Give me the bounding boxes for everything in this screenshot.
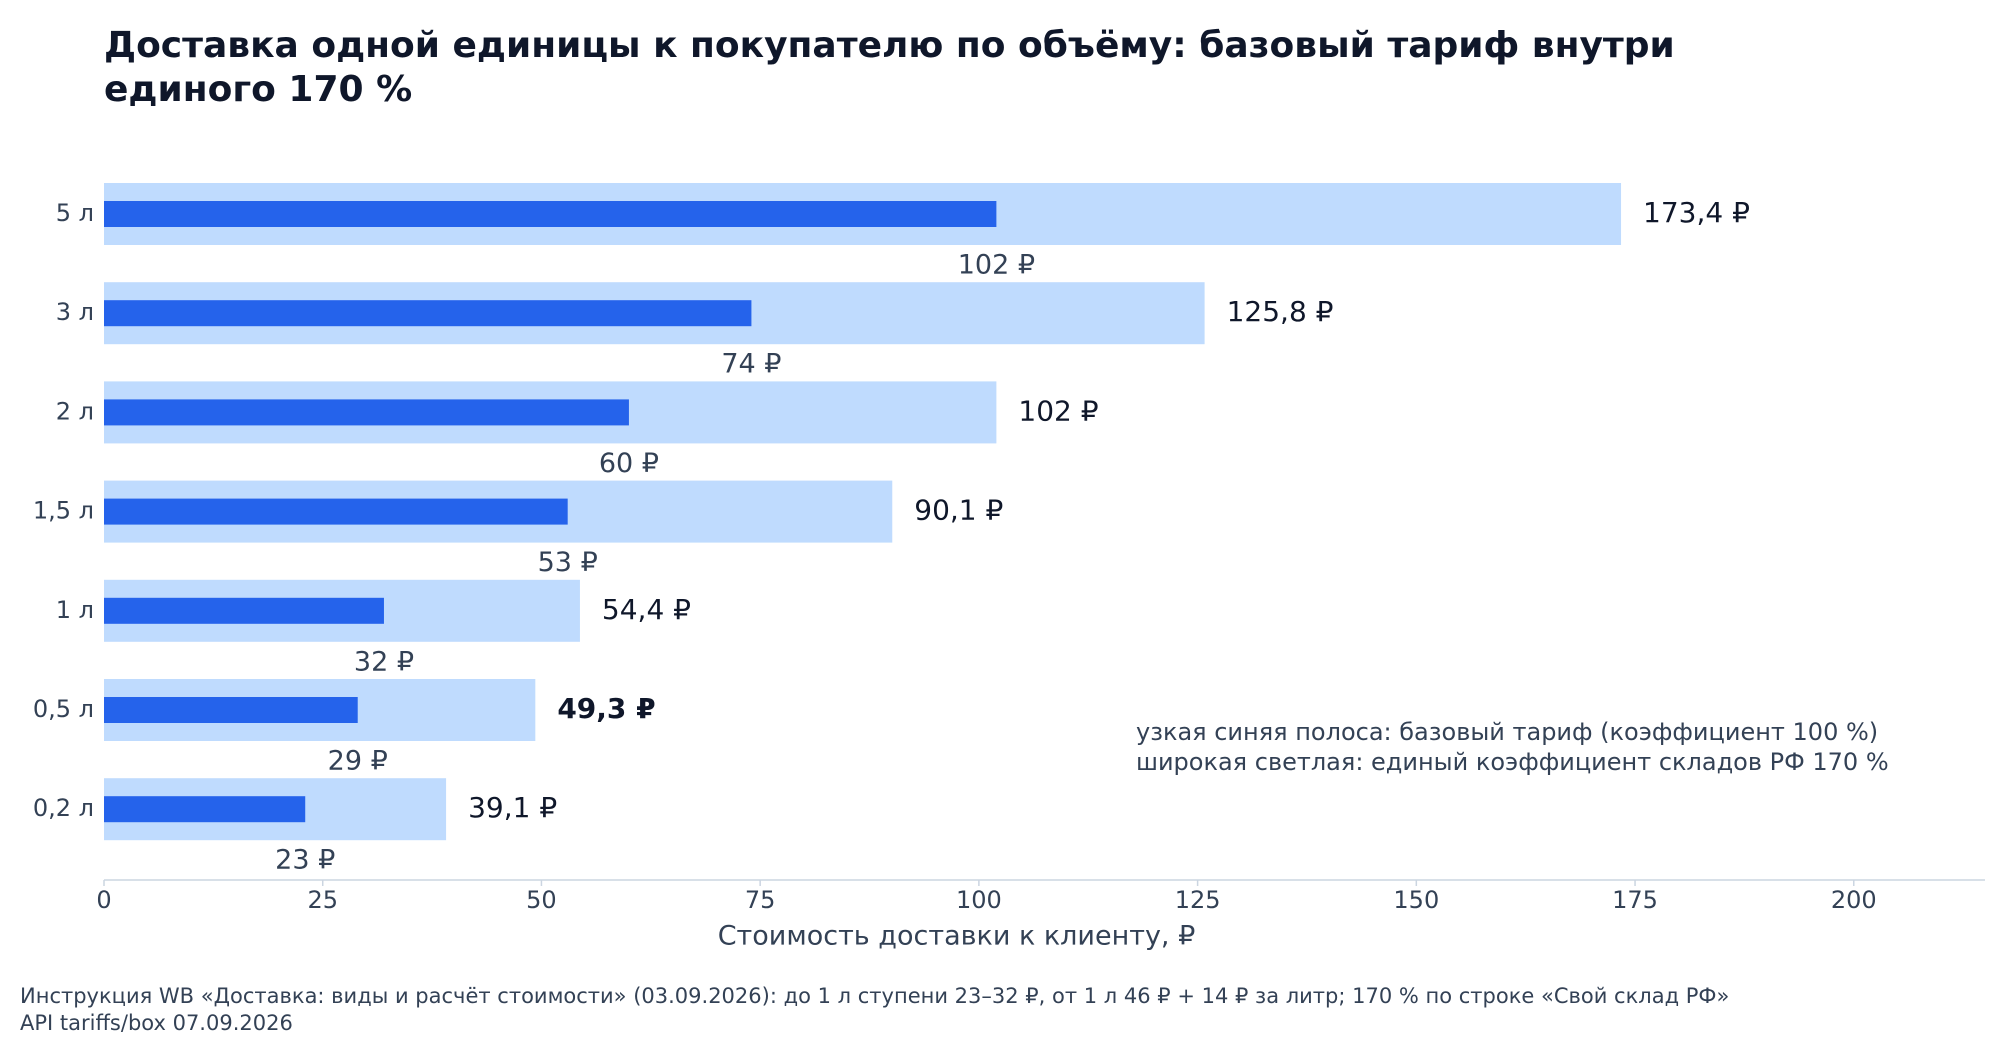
base-value-label: 32 ₽: [354, 646, 414, 677]
x-tick-label: 200: [1831, 886, 1877, 914]
total-value-label: 125,8 ₽: [1227, 295, 1334, 328]
api-date-footnote: API tariffs/box 07.09.2026: [20, 1011, 293, 1035]
total-value-label: 39,1 ₽: [468, 791, 557, 824]
x-tick-label: 175: [1612, 886, 1658, 914]
bar-base-4: [104, 597, 384, 624]
x-tick-label: 50: [526, 886, 557, 914]
base-value-label: 102 ₽: [958, 250, 1035, 281]
base-value-label: 60 ₽: [599, 448, 659, 479]
base-value-label: 29 ₽: [328, 746, 388, 777]
category-label: 1 л: [56, 596, 94, 624]
chart-title: Доставка одной единицы к покупателю по о…: [104, 25, 1675, 110]
x-tick-label: 150: [1393, 886, 1439, 914]
category-label: 5 л: [56, 199, 94, 227]
total-value-label: 102 ₽: [1018, 394, 1098, 427]
bar-base-0: [104, 201, 997, 227]
legend-annotation: широкая светлая: единый коэффициент скла…: [1136, 748, 1889, 776]
category-label: 1,5 л: [33, 497, 94, 525]
bar-base-1: [104, 300, 752, 327]
base-value-label: 74 ₽: [721, 349, 781, 380]
legend-annotation: узкая синяя полоса: базовый тариф (коэфф…: [1136, 718, 1878, 746]
bar-base-2: [104, 399, 629, 426]
total-value-label: 54,4 ₽: [602, 593, 691, 626]
x-axis-title: Стоимость доставки к клиенту, ₽: [718, 921, 1196, 952]
total-value-label: 90,1 ₽: [914, 494, 1003, 527]
source-footnote: Инструкция WB «Доставка: виды и расчёт с…: [20, 984, 1730, 1008]
x-tick-label: 25: [307, 886, 338, 914]
category-label: 0,5 л: [33, 695, 94, 723]
bar-base-5: [104, 697, 358, 723]
x-tick-label: 75: [745, 886, 776, 914]
category-label: 2 л: [56, 397, 94, 425]
total-value-label: 173,4 ₽: [1643, 196, 1750, 229]
bar-base-6: [104, 796, 306, 823]
base-value-label: 53 ₽: [538, 547, 598, 578]
base-value-label: 23 ₽: [275, 845, 335, 876]
category-label: 3 л: [56, 298, 94, 326]
category-label: 0,2 л: [33, 794, 94, 822]
bar-base-3: [104, 498, 568, 525]
total-value-label: 49,3 ₽: [557, 692, 655, 725]
x-tick-label: 0: [96, 886, 111, 914]
x-tick-label: 100: [956, 886, 1002, 914]
x-tick-label: 125: [1175, 886, 1221, 914]
